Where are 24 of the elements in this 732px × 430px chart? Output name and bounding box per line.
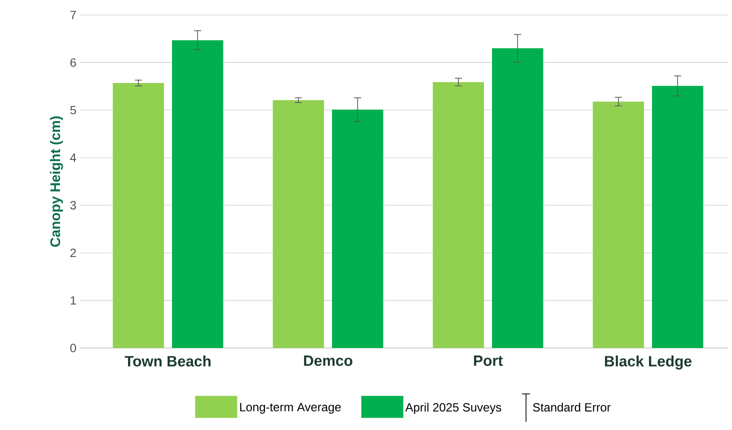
bar [592, 102, 644, 348]
text: Standard Error [532, 402, 611, 412]
y-tick-label: 1 [70, 296, 76, 305]
x-tick-label: Port [474, 356, 503, 366]
y-tick-label: 5 [70, 106, 76, 114]
bar [172, 40, 224, 348]
y-tick-label: 7 [70, 10, 76, 20]
bar [332, 110, 384, 348]
bar [112, 83, 164, 348]
x-tick-label: Demco [304, 356, 352, 366]
legend-label: Long-term Average [240, 403, 341, 414]
bar [492, 48, 544, 348]
y-tick-label: 0 [70, 344, 76, 352]
y-tick-label: 2 [70, 248, 76, 258]
x-tick-label: Town Beach [124, 356, 211, 366]
y-tick-label: 6 [70, 58, 76, 67]
bar [272, 100, 324, 348]
bar [652, 86, 704, 348]
y-tick-label: 4 [70, 154, 76, 162]
y-tick-label: 3 [70, 201, 76, 210]
legend-label: April 2025 Suveys [405, 402, 502, 414]
y-axis-title: Canopy Height (cm) [50, 116, 63, 247]
bar [432, 82, 484, 348]
x-tick-label: Black Ledge [604, 356, 692, 370]
